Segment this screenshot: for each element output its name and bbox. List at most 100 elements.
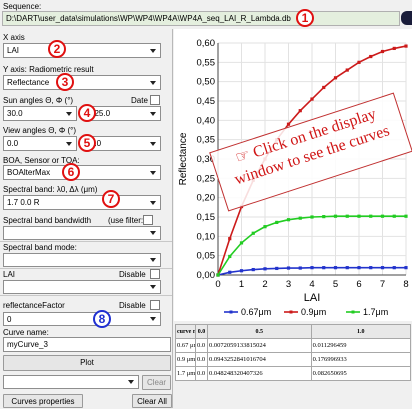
data-point [357, 60, 361, 64]
yaxis-label: Y axis: Radiometric result [3, 65, 94, 74]
y-tick-label: 0,50 [197, 77, 216, 88]
table-cell: 0.0 [195, 366, 208, 381]
curve-name-label: Curve name: [3, 328, 49, 337]
data-point [333, 266, 338, 270]
data-point [369, 266, 373, 270]
reflectance-factor-label: reflectanceFactor [3, 301, 65, 310]
divider [0, 295, 172, 296]
data-point [298, 109, 302, 113]
lai-select[interactable] [3, 280, 161, 294]
boa-value: BOAlterMax [7, 168, 51, 177]
data-point [345, 68, 349, 72]
badge-4: 4 [78, 104, 96, 122]
data-point [404, 214, 408, 218]
plot-button[interactable]: Plot [3, 355, 171, 371]
legend-label: 0.67μm [241, 307, 271, 317]
lai-label: LAI [3, 270, 16, 279]
table-cell: 0.0072059133815024 [206, 338, 312, 353]
boa-label: BOA, Sensor or TOA: [3, 156, 80, 165]
data-point [333, 76, 338, 80]
x-tick-label: 8 [403, 279, 408, 290]
data-point [228, 237, 232, 241]
data-point [369, 214, 373, 218]
date-label: Date [131, 96, 148, 105]
data-point [275, 220, 279, 225]
y-tick-label: 0,00 [197, 270, 216, 281]
data-point [322, 85, 326, 90]
data-point [286, 266, 291, 270]
data-point [322, 215, 326, 219]
sun-theta-select[interactable]: 30.0 [3, 106, 77, 121]
curve-name-input[interactable]: myCurve_3 [3, 337, 171, 352]
divider [0, 268, 172, 269]
data-point [380, 266, 385, 270]
x-axis-title: LAI [304, 292, 321, 304]
data-point [345, 214, 349, 218]
sun-phi-select[interactable]: 225.0 [86, 106, 161, 121]
database-icon[interactable] [401, 11, 412, 25]
data-point [251, 267, 255, 272]
chevron-down-icon [150, 317, 156, 321]
data-point [310, 266, 314, 270]
sun-theta-value: 30.0 [7, 109, 23, 118]
xaxis-value: LAI [7, 46, 20, 55]
table-cell: 0.0943252841016704 [206, 352, 312, 367]
view-phi-select[interactable]: 0.0 [86, 136, 161, 151]
band-mode-label: Spectral band mode: [3, 243, 77, 252]
refl-disable-checkbox[interactable] [150, 300, 160, 310]
spectral-band-select[interactable]: 1.7 0.0 R [3, 195, 161, 210]
xaxis-label: X axis [3, 33, 25, 42]
y-tick-label: 0,05 [197, 251, 216, 262]
clear-all-button[interactable]: Clear All [132, 394, 172, 408]
sequence-label: Sequence: [3, 2, 42, 11]
curves-properties-button[interactable]: Curves properties [3, 394, 83, 408]
table-row: 0.9 μm 0.0 0.0943252841016704 0.176996933 [175, 352, 412, 367]
divider [0, 241, 172, 242]
date-checkbox[interactable] [150, 95, 160, 105]
bandwidth-label: Spectral band bandwidth [3, 216, 92, 225]
badge-6: 6 [62, 163, 80, 181]
table-cell: 0.9 μm [175, 352, 196, 367]
lai-disable-checkbox[interactable] [150, 269, 160, 279]
sequence-path-field[interactable]: D:\DART\user_data\simulations\WP\WP4\WP4… [2, 11, 400, 26]
yaxis-select[interactable]: Reflectance [3, 75, 161, 90]
y-axis-title: Reflectance [178, 132, 189, 185]
view-theta-select[interactable]: 0.0 [3, 136, 77, 151]
data-point [404, 266, 408, 270]
table-cell: 0.011296459 [310, 338, 412, 353]
xaxis-select[interactable]: LAI [3, 43, 161, 58]
bandwidth-select[interactable] [3, 226, 161, 240]
reflectance-factor-select[interactable]: 0 [3, 312, 161, 326]
data-point [251, 231, 255, 235]
chevron-down-icon [66, 111, 72, 116]
badge-5: 5 [78, 134, 96, 152]
view-angles-label: View angles Θ, Φ (°) [3, 126, 77, 135]
badge-2: 2 [48, 40, 66, 58]
badge-1: 1 [296, 9, 314, 27]
data-point [357, 214, 361, 218]
settings-panel [0, 29, 173, 408]
data-point [322, 266, 326, 270]
use-filter-checkbox[interactable] [143, 215, 153, 225]
table-header-cell: curve name [175, 324, 196, 339]
table-cell: 0.0 [195, 352, 208, 367]
table-cell: 0.67 μm [175, 338, 196, 353]
y-tick-label: 0,55 [197, 57, 216, 68]
table-header-cell: 1.0 [310, 324, 412, 339]
x-tick-label: 4 [309, 279, 314, 290]
band-mode-select[interactable] [3, 253, 161, 267]
chevron-down-icon [150, 170, 156, 175]
table-header-cell: 0.5 [206, 324, 312, 339]
sun-angles-label: Sun angles Θ, Φ (°) [3, 96, 74, 105]
boa-select[interactable]: BOAlterMax [3, 165, 161, 180]
clear-button[interactable]: Clear [142, 375, 171, 390]
curve-select[interactable] [3, 375, 139, 389]
spectral-band-label: Spectral band: λ0, Δλ (μm) [3, 185, 98, 194]
data-point [228, 270, 232, 274]
y-tick-label: 0,10 [197, 231, 216, 242]
table-header-cell: 0.0 [195, 324, 208, 339]
chevron-down-icon [150, 80, 156, 85]
x-tick-label: 7 [380, 279, 385, 290]
x-tick-label: 0 [215, 279, 220, 290]
y-tick-label: 0,60 [197, 38, 216, 49]
